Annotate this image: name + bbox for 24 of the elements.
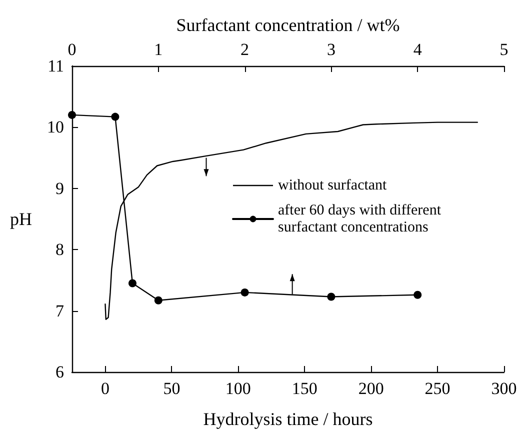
y-tick-label: 7 [56, 301, 64, 320]
x2-tick-label: 4 [413, 40, 422, 59]
x-tick-label: 300 [491, 379, 517, 398]
legend-label: after 60 days with different surfactant concentrations [278, 202, 445, 236]
x-axis-title: Hydrolysis time / hours [203, 409, 373, 429]
y-tick-label: 9 [56, 178, 64, 198]
x2-axis-title: Surfactant concentration / wt% [176, 15, 400, 35]
x-tick-label: 0 [100, 379, 110, 398]
x2-tick-label: 3 [326, 40, 336, 59]
x-tick-label: 50 [163, 379, 180, 398]
y-tick-label: 6 [56, 362, 64, 382]
y-tick-label: 11 [48, 56, 64, 76]
x-tick-label: 200 [358, 379, 384, 398]
y-tick-label: 8 [56, 240, 64, 260]
x-tick-label: 250 [424, 379, 450, 398]
legend-label: without surfactant [278, 178, 388, 194]
x2-tick-label: 1 [154, 40, 163, 59]
x-tick-label: 150 [292, 379, 318, 398]
x2-tick-label: 0 [68, 40, 76, 59]
y-tick-label: 10 [47, 118, 64, 137]
x2-tick-label: 5 [500, 40, 508, 59]
y-axis-title: pH [10, 209, 32, 229]
x-tick-label: 100 [225, 379, 251, 398]
x2-tick-label: 2 [240, 40, 250, 59]
